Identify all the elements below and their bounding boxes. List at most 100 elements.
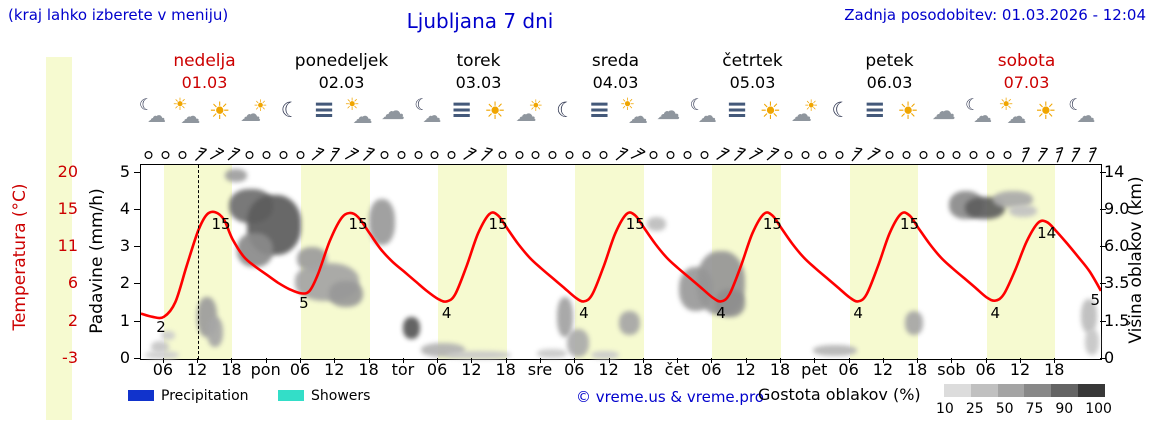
showers-legend-label: Showers (311, 388, 371, 404)
calm-wind-icon (966, 147, 984, 163)
right-tick-mark (1100, 283, 1106, 285)
weather-icon-cell: ☀ ☁ (997, 96, 1031, 132)
curve-value-label: 15 (625, 215, 645, 234)
curve-value-label: 15 (211, 215, 231, 234)
x-tick-mark (1020, 358, 1021, 363)
calm-wind-icon (916, 147, 934, 163)
calm-wind-icon (1000, 147, 1018, 163)
calm-wind-icon (175, 147, 193, 163)
sun-glyph: ☀ (619, 95, 636, 115)
weather-icon-cell: ≡ (583, 96, 617, 132)
curve-value-label: 15 (348, 215, 368, 234)
curve-value-label: 4 (579, 303, 589, 322)
x-axis-label: 18 (906, 360, 928, 379)
calm-wind-icon (832, 147, 850, 163)
day-name: sreda (591, 51, 640, 71)
right-tick-mark (1100, 208, 1106, 210)
weather-icon-moon-cloud: ☾ ☁ (687, 96, 721, 130)
weather-icon-cell: ☀ ☁ (343, 96, 377, 132)
wind-barb-icon (360, 147, 378, 163)
cloud-glyph: ☁ (656, 97, 681, 125)
calm-wind-icon (663, 147, 681, 163)
weather-icon-cell: ☾ ☁ (1065, 96, 1099, 132)
x-tick-mark (471, 358, 473, 363)
x-tick-mark (951, 358, 953, 363)
calm-wind-icon (495, 147, 513, 163)
x-tick-mark (917, 358, 919, 363)
cloud-density-scale (944, 384, 1105, 397)
moon-glyph: ☾ (1068, 95, 1083, 114)
precipitation-tick-label: 4 (119, 198, 130, 218)
weather-icon-fog: ≡ (859, 96, 893, 130)
wind-barb-icon (1034, 147, 1052, 163)
x-tick-mark (231, 358, 233, 363)
x-axis-label: 12 (872, 360, 894, 379)
temperature-tick-label: -3 (62, 348, 78, 367)
weather-icon-moon-cloud: ☾ ☁ (411, 96, 445, 130)
cloud-glyph: ☁ (1006, 104, 1027, 128)
x-axis-label: 18 (632, 360, 654, 379)
cloud-density-tick: 25 (965, 401, 984, 417)
x-tick-mark (608, 358, 610, 363)
day-date: 01.03 (181, 73, 228, 92)
calm-wind-icon (882, 147, 900, 163)
sun-glyph: ☀ (172, 95, 188, 115)
sun-glyph: ☀ (208, 97, 231, 125)
wind-barb-icon (747, 147, 765, 163)
weather-icon-sun: ☀ (756, 96, 790, 130)
day-name: petek (865, 51, 914, 71)
cloud-height-tick-label: 14 (1104, 161, 1125, 181)
weather-icon-moon: ☾ (549, 96, 583, 130)
weather-icon-cell: ☀ (893, 96, 927, 132)
x-tick-mark (197, 358, 199, 363)
day-date: 07.03 (1003, 73, 1050, 92)
precipitation-tick-label: 1 (119, 310, 130, 330)
weather-icon-row: ☾ ☁ ☀ ☁ ☀ ☀ ☁ ☾ ≡ ☀ ☁ ☁ ☾ ☁ ≡ ☀ ☀ ☁ ☾ ≡ ☀ ☁ ☁ ☾ ☁ ≡ ☀ ☀ ☁ ☾ ≡ ☀ ☁ ☾ ☁ ☀ ☁ ☀ ☾ ☁ (136, 96, 1100, 132)
curve-value-label: 15 (900, 215, 920, 234)
x-axis-label: tor (391, 360, 415, 379)
cloud-density-tick: 90 (1055, 401, 1074, 417)
page-title: Ljubljana 7 dni (406, 9, 554, 33)
x-axis-label: 06 (564, 360, 585, 379)
day-header-nedelja: nedelja 01.03 (136, 51, 273, 93)
weather-icon-sun-cloud: ☀ ☁ (343, 96, 377, 130)
wind-barb-icon (731, 147, 749, 163)
precipitation-tick-label: 3 (119, 236, 130, 256)
wind-barb-icon (343, 147, 361, 163)
day-name: ponedeljek (294, 51, 389, 71)
cloud-glyph: ☁ (791, 102, 813, 126)
sun-glyph: ☀ (253, 96, 268, 115)
weather-icon-fog: ≡ (308, 96, 342, 130)
curve-value-label: 4 (990, 303, 1001, 322)
right-tick-mark (1100, 320, 1106, 322)
showers-swatch (278, 390, 304, 401)
x-tick-mark (402, 358, 404, 363)
left-margin-band (46, 57, 72, 420)
x-tick-mark (985, 358, 987, 363)
x-axis-label: 18 (1044, 360, 1065, 379)
x-tick-mark (300, 358, 301, 363)
credit-link[interactable]: © vreme.us & vreme.pro (576, 388, 764, 406)
cloud-blob (1081, 299, 1097, 333)
x-tick-mark (677, 358, 679, 363)
weather-icon-sun: ☀ (1031, 96, 1065, 130)
wind-barb-icon (714, 147, 732, 163)
cloud-height-tick-label: 6.0 (1104, 236, 1130, 256)
cloud-blob (237, 233, 273, 267)
cloud-density-tick: 10 (936, 401, 954, 417)
left-tick-mark (134, 208, 140, 210)
weather-icon-fog: ≡ (721, 96, 755, 130)
x-tick-mark (745, 358, 747, 363)
temperature-curve (141, 210, 1101, 320)
cloud-blob (1009, 205, 1037, 217)
right-tick-mark (1100, 358, 1106, 359)
wind-barb-icon (1051, 147, 1069, 163)
day-date: 06.03 (866, 73, 913, 92)
wind-barb-icon (764, 147, 782, 163)
day-date: 05.03 (729, 73, 776, 92)
day-name: sobota (997, 51, 1056, 71)
x-tick-mark (642, 358, 644, 363)
x-axis-label: sre (527, 360, 553, 379)
calm-wind-icon (158, 147, 176, 163)
